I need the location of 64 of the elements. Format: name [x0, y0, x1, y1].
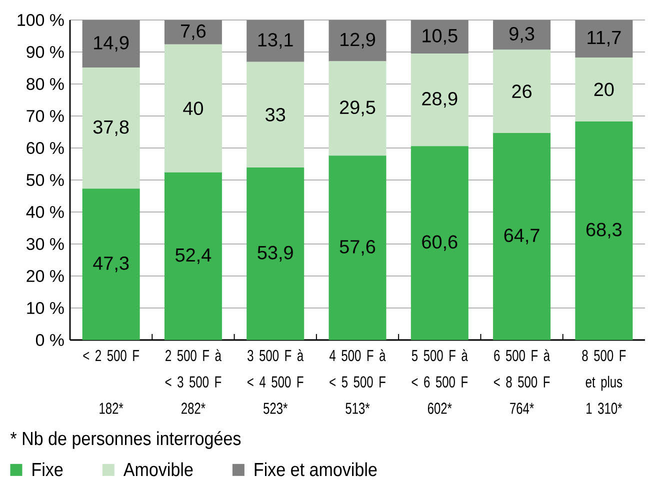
- y-tick-label: 30 %: [26, 238, 64, 250]
- y-tick-label: 60 %: [26, 142, 64, 154]
- bar: [328, 61, 386, 156]
- y-tick-label: 10 %: [27, 302, 64, 314]
- x-tick-label: 8 500 F et plus 1 310*: [582, 350, 626, 414]
- bar: [164, 172, 222, 340]
- bar: [328, 20, 386, 62]
- bar: [246, 20, 304, 62]
- data-label: 20: [594, 82, 614, 96]
- x-tick-label: 6 500 F à < 8 500 F 764*: [494, 349, 550, 414]
- bar: [246, 62, 304, 168]
- bar: [164, 20, 222, 44]
- y-tick-label: 100 %: [18, 14, 64, 26]
- bar: [493, 50, 551, 133]
- bar: [575, 57, 633, 122]
- category-label: < 2 500 F 182*: [83, 350, 139, 414]
- y-tick-label: 70 %: [26, 110, 64, 122]
- bar: [246, 168, 304, 340]
- text: * Nb de personnes interrogées: [10, 431, 241, 449]
- data-label: 14,9: [94, 36, 129, 52]
- bar: [575, 20, 633, 58]
- y-tick-label: 0 %: [36, 334, 64, 346]
- data-label: 11,7: [588, 31, 621, 46]
- bar: [410, 20, 468, 54]
- bar: [493, 132, 551, 340]
- data-label: 33: [266, 108, 286, 122]
- bar: [82, 188, 140, 340]
- y-tick-label: 50 %: [26, 174, 64, 186]
- data-label: 60,6: [422, 235, 458, 251]
- bar: [328, 156, 386, 340]
- data-label: 37,8: [93, 120, 129, 136]
- bar: [410, 54, 468, 146]
- data-label: 47,3: [93, 256, 129, 272]
- bar: [575, 121, 633, 340]
- x-tick-label: 3 500 F à < 4 500 F 523*: [248, 349, 304, 414]
- data-label: 13,1: [258, 33, 293, 49]
- legend-label: Fixe: [32, 462, 63, 476]
- bar: [410, 146, 468, 340]
- x-tick-label: 5 500 F à < 6 500 F 602*: [412, 349, 468, 414]
- data-label: 29,5: [340, 100, 376, 116]
- data-label: 28,9: [422, 92, 458, 108]
- data-label: 40: [183, 102, 203, 116]
- y-tick-label: 80 %: [26, 78, 64, 90]
- bar: [493, 20, 551, 50]
- bar: [82, 20, 140, 68]
- y-tick-label: 40 %: [26, 206, 64, 218]
- data-label: 12,9: [340, 32, 376, 48]
- data-label: 57,6: [340, 240, 376, 256]
- legend-label: Fixe et amovible: [254, 462, 377, 476]
- x-tick-label: 2 500 F à < 3 500 F 282*: [165, 349, 222, 414]
- y-tick-label: 20 %: [26, 270, 64, 282]
- bar: [164, 44, 222, 172]
- data-label: 7,6: [181, 24, 206, 40]
- y-tick-label: 90 %: [26, 46, 64, 58]
- legend-label: Amovible: [123, 462, 193, 476]
- data-label: 9,3: [510, 27, 534, 43]
- data-label: 26: [512, 84, 532, 98]
- data-label: 52,4: [176, 248, 212, 264]
- bar: [82, 68, 140, 189]
- x-tick-label: 4 500 F à < 5 500 F 513*: [330, 349, 386, 414]
- data-label: 53,9: [258, 246, 293, 262]
- data-label: 64,7: [504, 228, 540, 244]
- data-label: 68,3: [586, 222, 622, 239]
- data-label: 10,5: [422, 28, 458, 45]
